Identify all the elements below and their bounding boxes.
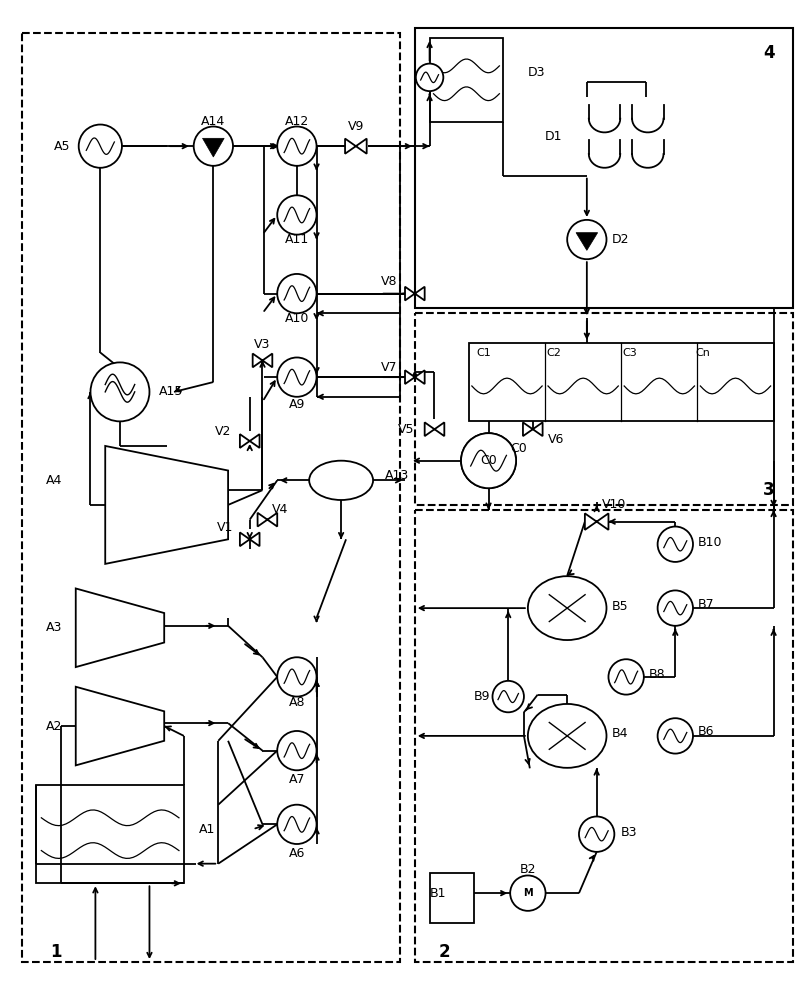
Text: A1: A1 xyxy=(199,823,215,836)
Text: B3: B3 xyxy=(621,826,637,839)
Polygon shape xyxy=(405,370,425,384)
Circle shape xyxy=(608,659,644,695)
Text: V8: V8 xyxy=(380,275,397,288)
Circle shape xyxy=(277,195,316,235)
Bar xyxy=(36,785,184,883)
Text: A6: A6 xyxy=(289,847,305,860)
Polygon shape xyxy=(585,513,608,530)
Text: C1: C1 xyxy=(477,348,491,358)
Ellipse shape xyxy=(528,704,607,768)
Bar xyxy=(415,28,793,308)
Polygon shape xyxy=(258,513,277,527)
Text: A3: A3 xyxy=(46,621,62,634)
Text: A11: A11 xyxy=(285,233,309,246)
Text: A4: A4 xyxy=(46,474,62,487)
Circle shape xyxy=(510,875,546,911)
Text: 1: 1 xyxy=(50,943,62,961)
Text: V1: V1 xyxy=(217,521,233,534)
Text: 3: 3 xyxy=(763,481,775,499)
Circle shape xyxy=(277,657,316,697)
Circle shape xyxy=(658,718,693,754)
Text: V10: V10 xyxy=(602,498,626,511)
Text: V2: V2 xyxy=(215,425,231,438)
Circle shape xyxy=(658,590,693,626)
Text: A13: A13 xyxy=(385,469,410,482)
Bar xyxy=(430,38,504,122)
Text: V5: V5 xyxy=(398,423,415,436)
Text: V6: V6 xyxy=(547,433,564,446)
Bar xyxy=(430,873,474,923)
Bar xyxy=(415,510,793,962)
Polygon shape xyxy=(105,446,228,564)
Circle shape xyxy=(277,357,316,397)
Text: V4: V4 xyxy=(272,503,289,516)
Text: B10: B10 xyxy=(698,536,723,549)
Text: B8: B8 xyxy=(649,668,665,681)
Polygon shape xyxy=(425,422,444,436)
Text: B9: B9 xyxy=(474,690,491,703)
Text: C0: C0 xyxy=(480,454,497,467)
Polygon shape xyxy=(240,434,260,448)
Polygon shape xyxy=(203,138,224,157)
Text: D2: D2 xyxy=(611,233,629,246)
Circle shape xyxy=(277,805,316,844)
Circle shape xyxy=(91,362,149,421)
Polygon shape xyxy=(253,354,272,367)
Polygon shape xyxy=(75,588,164,667)
Circle shape xyxy=(416,64,444,91)
Circle shape xyxy=(194,127,233,166)
Text: A5: A5 xyxy=(54,140,71,153)
Circle shape xyxy=(461,433,516,488)
Circle shape xyxy=(461,433,516,488)
Polygon shape xyxy=(75,687,164,765)
Ellipse shape xyxy=(528,576,607,640)
Text: A9: A9 xyxy=(289,398,305,411)
Text: A15: A15 xyxy=(159,385,183,398)
Circle shape xyxy=(277,731,316,770)
Text: B5: B5 xyxy=(611,600,628,613)
Text: C2: C2 xyxy=(547,348,561,358)
Text: M: M xyxy=(523,888,533,898)
Text: D1: D1 xyxy=(545,130,562,143)
Text: A12: A12 xyxy=(285,115,309,128)
Text: B2: B2 xyxy=(520,863,536,876)
Circle shape xyxy=(579,816,615,852)
Text: V3: V3 xyxy=(255,338,271,351)
Bar xyxy=(415,313,793,505)
Text: 2: 2 xyxy=(439,943,450,961)
Text: A7: A7 xyxy=(289,773,305,786)
Text: Cn: Cn xyxy=(695,348,710,358)
Circle shape xyxy=(79,125,122,168)
Text: V7: V7 xyxy=(380,361,397,374)
Text: A10: A10 xyxy=(285,312,309,325)
Ellipse shape xyxy=(309,461,373,500)
Polygon shape xyxy=(240,532,260,546)
Polygon shape xyxy=(345,139,367,154)
Circle shape xyxy=(658,527,693,562)
Polygon shape xyxy=(523,422,543,436)
Text: B6: B6 xyxy=(698,725,714,738)
Circle shape xyxy=(277,274,316,313)
Text: C0: C0 xyxy=(510,442,527,455)
Text: A8: A8 xyxy=(289,696,305,709)
Text: C3: C3 xyxy=(622,348,637,358)
Polygon shape xyxy=(405,287,425,300)
Bar xyxy=(469,343,774,421)
Circle shape xyxy=(277,127,316,166)
Text: B4: B4 xyxy=(611,727,628,740)
Text: D3: D3 xyxy=(528,66,545,79)
Circle shape xyxy=(492,681,524,712)
Text: V9: V9 xyxy=(348,120,364,133)
Text: A14: A14 xyxy=(201,115,225,128)
Text: B1: B1 xyxy=(430,887,446,900)
Text: 4: 4 xyxy=(763,44,775,62)
Text: A2: A2 xyxy=(46,720,62,733)
Text: B7: B7 xyxy=(698,598,714,611)
Circle shape xyxy=(567,220,607,259)
Polygon shape xyxy=(576,233,598,250)
Bar xyxy=(22,33,400,962)
